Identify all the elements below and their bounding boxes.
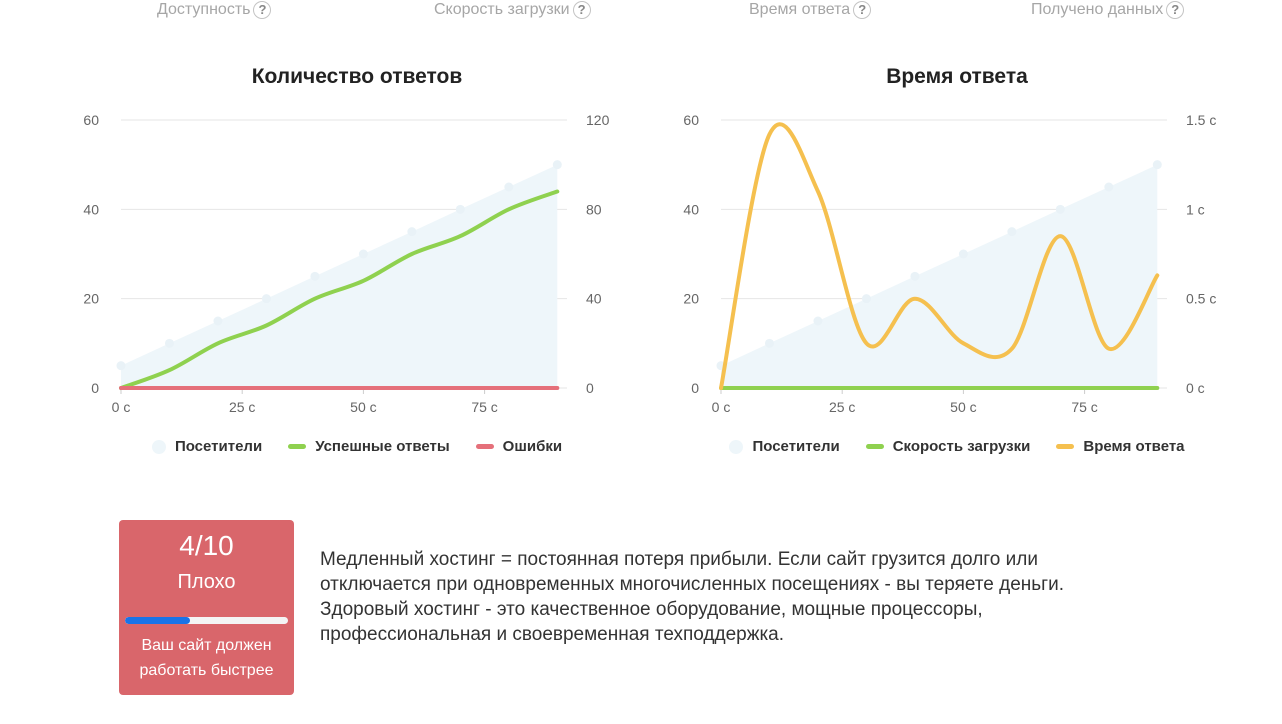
- tab-label: Получено данных: [1031, 1, 1164, 18]
- y-tick-right: 1.5 с: [1186, 112, 1216, 128]
- visitors-point: [910, 271, 920, 281]
- x-tick-label: 0 с: [112, 399, 131, 415]
- legend-item-response-time[interactable]: Время ответа: [1056, 438, 1185, 455]
- y-tick-right: 120: [586, 112, 610, 128]
- legend-swatch: [1056, 444, 1075, 449]
- legend-item-successful-responses[interactable]: Успешные ответы: [288, 438, 450, 455]
- y-tick-right: 0.5 с: [1186, 291, 1216, 307]
- y-tick-left: 60: [83, 112, 99, 128]
- visitors-point: [813, 316, 823, 326]
- metric-tabs: Доступность ? Скорость загрузки ? Время …: [0, 0, 1282, 24]
- tab-load-speed[interactable]: Скорость загрузки ?: [434, 1, 591, 19]
- visitors-point: [1152, 160, 1162, 170]
- tab-label: Скорость загрузки: [434, 1, 570, 18]
- legend-swatch: [288, 444, 307, 449]
- y-tick-left: 40: [683, 201, 699, 217]
- visitors-point: [958, 249, 968, 259]
- legend-swatch: [475, 444, 494, 449]
- y-tick-right: 1 с: [1186, 201, 1205, 217]
- responses-count-chart: Количество ответов 0 20 40 60 0 40 80 120 0 с 25 …: [77, 55, 637, 475]
- y-tick-right: 80: [586, 201, 602, 217]
- visitors-point: [164, 338, 174, 348]
- response-time-chart: Время ответа 0 20 40 60 0 с 0.5 с 1 с 1.5 с 0 с 2…: [677, 55, 1237, 475]
- chart-title: Количество ответов: [251, 65, 463, 88]
- legend-label: Посетители: [752, 438, 840, 455]
- visitors-point: [1104, 182, 1114, 192]
- tab-label: Доступность: [157, 1, 251, 18]
- visitors-area: [121, 164, 558, 388]
- visitors-point: [310, 271, 320, 281]
- visitors-point: [504, 182, 514, 192]
- series-line: [719, 122, 1160, 390]
- visitors-point: [261, 294, 271, 304]
- tab-response-time[interactable]: Время ответа ?: [749, 1, 872, 19]
- visitors-point: [455, 204, 465, 214]
- y-tick-right: 40: [586, 291, 602, 307]
- legend-swatch: [729, 439, 744, 454]
- y-tick-left: 40: [83, 201, 99, 217]
- tab-availability[interactable]: Доступность ?: [157, 1, 272, 19]
- y-tick-left: 0: [91, 380, 99, 396]
- visitors-point: [1055, 204, 1065, 214]
- help-icon[interactable]: ?: [1166, 1, 1185, 19]
- legend-item-errors[interactable]: Ошибки: [475, 438, 563, 455]
- help-icon[interactable]: ?: [253, 1, 272, 19]
- chart-legend: Посетители Успешные ответы Ошибки: [77, 438, 637, 455]
- score-progress-fill: [125, 617, 191, 624]
- score-hint: Ваш сайт должен работать быстрее: [139, 637, 274, 679]
- legend-swatch: [151, 439, 166, 454]
- hosting-description: Медленный хостинг = постоянная потеря пр…: [320, 549, 1064, 645]
- legend-label: Посетители: [174, 438, 263, 455]
- tab-label: Время ответа: [749, 1, 851, 18]
- tab-data-received[interactable]: Получено данных ?: [1031, 1, 1185, 19]
- legend-swatch: [865, 444, 884, 449]
- help-icon[interactable]: ?: [853, 1, 872, 19]
- x-tick-label: 0 с: [712, 399, 731, 415]
- score-value: 4/10: [179, 530, 234, 561]
- chart-plot: 0 20 40 60 0 40 80 120 0 с 25 с 50 с 75 с: [83, 112, 610, 415]
- legend-label: Успешные ответы: [315, 438, 450, 455]
- x-tick-label: 25 с: [229, 399, 255, 415]
- visitors-point: [552, 160, 562, 170]
- y-tick-right: 0: [586, 380, 594, 396]
- y-tick-left: 20: [683, 291, 699, 307]
- score-card: 4/10 Плохо Ваш сайт должен работать быст…: [119, 520, 294, 695]
- score-grade: Плохо: [177, 571, 236, 593]
- chart-plot: 0 20 40 60 0 с 0.5 с 1 с 1.5 с 0 с 25 с 50 с 75 с: [683, 112, 1216, 415]
- chart-legend: Посетители Скорость загрузки Время ответ…: [677, 438, 1237, 455]
- series-line: [119, 189, 560, 390]
- legend-item-load-speed[interactable]: Скорость загрузки: [865, 438, 1031, 455]
- x-tick-label: 50 с: [950, 399, 976, 415]
- visitors-area: [721, 164, 1158, 388]
- legend-label: Время ответа: [1083, 438, 1185, 455]
- y-tick-left: 20: [83, 291, 99, 307]
- x-tick-label: 75 с: [1071, 399, 1097, 415]
- y-tick-right: 0 с: [1186, 380, 1205, 396]
- x-tick-label: 75 с: [471, 399, 497, 415]
- visitors-point: [861, 294, 871, 304]
- legend-label: Скорость загрузки: [892, 438, 1031, 455]
- legend-item-visitors[interactable]: Посетители: [151, 438, 263, 455]
- score-progress-bar: [125, 617, 288, 624]
- visitors-point: [764, 338, 774, 348]
- legend-item-visitors[interactable]: Посетители: [729, 438, 840, 455]
- chart-title: Время ответа: [886, 65, 1028, 88]
- visitors-point: [116, 361, 126, 371]
- x-tick-label: 50 с: [350, 399, 376, 415]
- y-tick-left: 60: [683, 112, 699, 128]
- visitors-point: [407, 227, 417, 237]
- x-tick-label: 25 с: [829, 399, 855, 415]
- visitors-point: [213, 316, 223, 326]
- help-icon[interactable]: ?: [572, 1, 591, 19]
- visitors-point: [358, 249, 368, 259]
- legend-label: Ошибки: [502, 438, 563, 455]
- visitors-point: [1007, 227, 1017, 237]
- y-tick-left: 0: [691, 380, 699, 396]
